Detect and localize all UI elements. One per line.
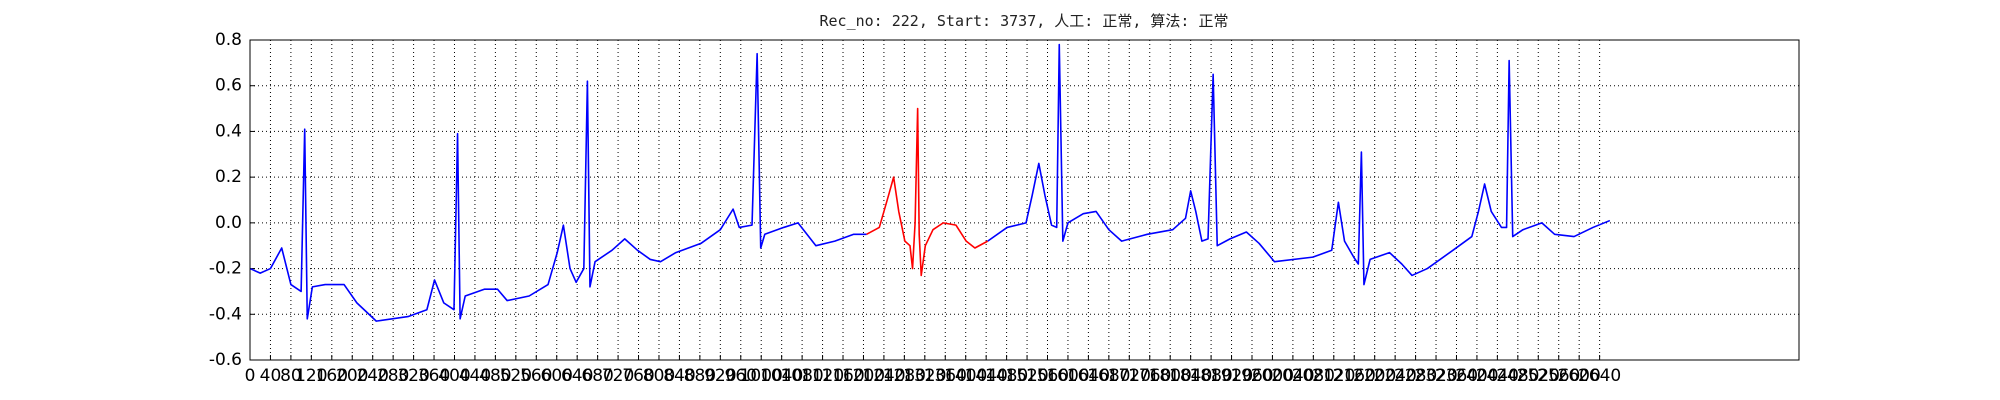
y-tick-label: 0.6 <box>215 76 242 96</box>
x-tick-label: 2200 <box>1353 366 1396 386</box>
x-tick-label: 2240 <box>1374 366 1417 386</box>
x-tick-label: 2440 <box>1476 366 1519 386</box>
x-tick-label: 720 <box>602 366 634 386</box>
x-tick-label: 0 <box>245 366 256 386</box>
x-tick-label: 1800 <box>1149 366 1192 386</box>
x-tick-label: 1480 <box>985 366 1028 386</box>
x-tick-label: 440 <box>459 366 491 386</box>
x-tick-label: 40 <box>260 366 282 386</box>
x-tick-label: 680 <box>581 366 613 386</box>
x-tick-label: 760 <box>622 366 654 386</box>
series-line <box>866 107 989 277</box>
x-tick-label: 120 <box>295 366 327 386</box>
x-tick-label: 2160 <box>1333 366 1376 386</box>
x-tick-label: 80 <box>280 366 302 386</box>
x-tick-label: 1120 <box>801 366 844 386</box>
x-tick-label: 2480 <box>1496 366 1539 386</box>
x-tick-label: 200 <box>336 366 368 386</box>
x-tick-label: 520 <box>500 366 532 386</box>
x-tick-label: 1040 <box>760 366 803 386</box>
chart-title: Rec_no: 222, Start: 3737, 人工: 正常, 算法: 正常 <box>820 12 1229 30</box>
x-tick-label: 2520 <box>1517 366 1560 386</box>
x-tick-label: 1160 <box>821 366 864 386</box>
x-tick-label: 1760 <box>1128 366 1171 386</box>
x-tick-label: 2400 <box>1455 366 1498 386</box>
x-tick-label: 1240 <box>862 366 905 386</box>
x-tick-label: 840 <box>663 366 695 386</box>
x-tick-label: 1680 <box>1087 366 1130 386</box>
x-tick-label: 800 <box>643 366 675 386</box>
y-tick-label: 0.8 <box>215 30 242 50</box>
x-tick-label: 640 <box>561 366 593 386</box>
x-tick-label: 480 <box>479 366 511 386</box>
x-tick-label: 920 <box>704 366 736 386</box>
y-tick-label: 0.4 <box>215 121 242 141</box>
x-tick-label: 1440 <box>965 366 1008 386</box>
x-tick-label: 2640 <box>1578 366 1621 386</box>
x-tick-label: 1640 <box>1067 366 1110 386</box>
y-tick-label: 0.0 <box>215 213 242 233</box>
x-tick-label: 2560 <box>1537 366 1580 386</box>
x-tick-label: 1960 <box>1230 366 1273 386</box>
x-tick-label: 2600 <box>1558 366 1601 386</box>
series-line <box>249 43 1611 322</box>
x-tick-label: 1880 <box>1189 366 1232 386</box>
x-tick-label: 2080 <box>1292 366 1335 386</box>
x-tick-label: 1080 <box>780 366 823 386</box>
x-tick-label: 2120 <box>1312 366 1355 386</box>
x-tick-label: 2280 <box>1394 366 1437 386</box>
x-tick-label: 1520 <box>1005 366 1048 386</box>
x-tick-label: 2000 <box>1251 366 1294 386</box>
x-tick-label: 1400 <box>944 366 987 386</box>
x-tick-label: 1000 <box>740 366 783 386</box>
x-tick-label: 1320 <box>903 366 946 386</box>
x-tick-label: 240 <box>356 366 388 386</box>
x-tick-label: 1920 <box>1210 366 1253 386</box>
y-tick-label: -0.6 <box>209 350 242 370</box>
x-tick-label: 1200 <box>842 366 885 386</box>
x-tick-label: 1360 <box>924 366 967 386</box>
x-tick-label: 600 <box>541 366 573 386</box>
x-tick-label: 1720 <box>1108 366 1151 386</box>
y-tick-label: -0.4 <box>209 304 242 324</box>
x-tick-label: 1600 <box>1046 366 1089 386</box>
x-tick-label: 1840 <box>1169 366 1212 386</box>
x-tick-label: 880 <box>684 366 716 386</box>
plot-frame <box>249 39 1800 361</box>
x-tick-label: 160 <box>316 366 348 386</box>
x-tick-label: 320 <box>397 366 429 386</box>
x-tick-label: 400 <box>438 366 470 386</box>
x-tick-label: 1560 <box>1026 366 1069 386</box>
x-tick-label: 360 <box>418 366 450 386</box>
x-tick-label: 2320 <box>1414 366 1457 386</box>
x-tick-label: 280 <box>377 366 409 386</box>
x-tick-label: 960 <box>725 366 757 386</box>
x-tick-label: 2360 <box>1435 366 1478 386</box>
y-tick-label: -0.2 <box>209 259 242 279</box>
x-tick-label: 560 <box>520 366 552 386</box>
x-tick-label: 2040 <box>1271 366 1314 386</box>
x-tick-label: 1280 <box>883 366 926 386</box>
y-tick-label: 0.2 <box>215 167 242 187</box>
